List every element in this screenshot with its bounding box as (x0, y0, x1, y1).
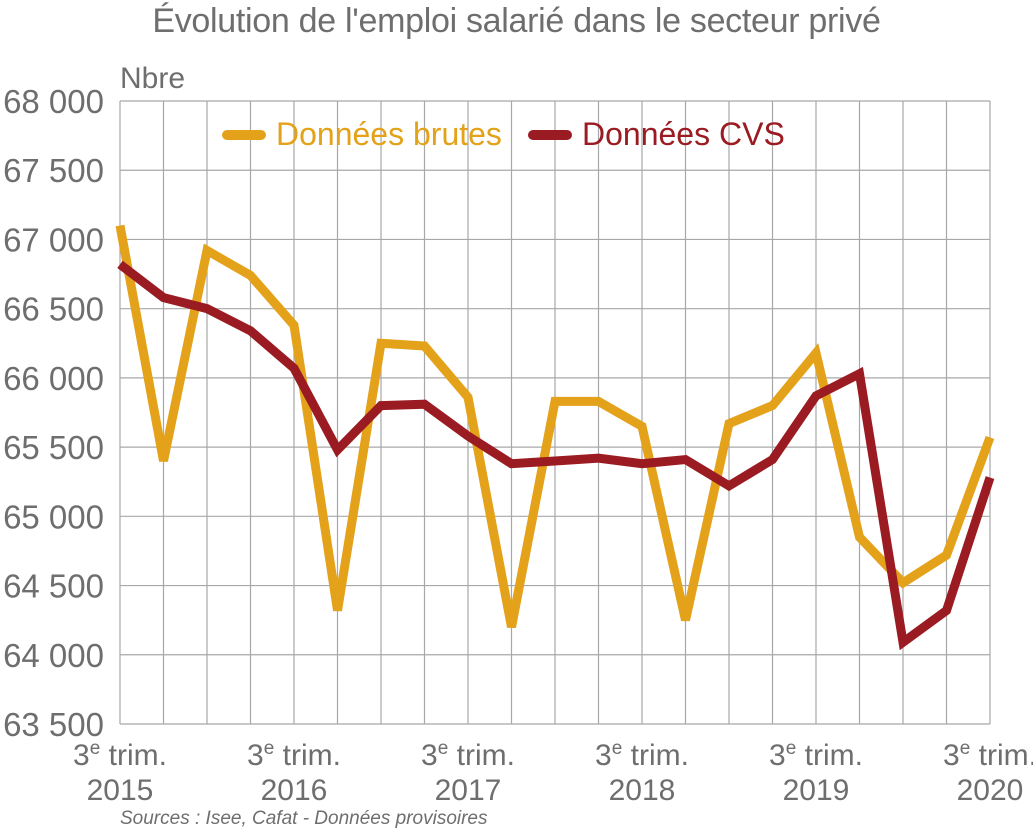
x-tick-label-quarter: 3e trim. (73, 738, 167, 772)
y-tick-label: 67 000 (3, 221, 104, 258)
legend-swatch-cvs (528, 129, 572, 140)
y-tick-label: 66 500 (3, 291, 104, 328)
y-tick-label: 64 000 (3, 637, 104, 674)
x-tick-label-quarter: 3e trim. (421, 738, 515, 772)
x-tick-label-year: 2019 (783, 774, 850, 807)
y-tick-label: 65 500 (3, 429, 104, 466)
legend-label-brutes: Données brutes (276, 116, 502, 152)
x-tick-label-year: 2015 (87, 774, 154, 807)
x-tick-label-year: 2020 (957, 774, 1024, 807)
x-tick-label-year: 2016 (261, 774, 328, 807)
chart-title: Évolution de l'emploi salarié dans le se… (152, 2, 881, 40)
x-tick-label-quarter: 3e trim. (943, 738, 1033, 772)
legend-item-donnees-cvs: Données CVS (528, 116, 785, 153)
y-tick-label: 66 000 (3, 360, 104, 397)
legend-label-cvs: Données CVS (582, 116, 785, 152)
y-tick-label: 68 000 (3, 83, 104, 120)
y-tick-label: 67 500 (3, 152, 104, 189)
y-tick-label: 63 500 (3, 706, 104, 743)
x-tick-label-year: 2017 (435, 774, 502, 807)
x-tick-label-quarter: 3e trim. (595, 738, 689, 772)
x-tick-label-quarter: 3e trim. (769, 738, 863, 772)
source-note: Sources : Isee, Cafat - Données provisoi… (120, 808, 488, 829)
y-axis-unit-label: Nbre (120, 62, 186, 95)
y-tick-label: 64 500 (3, 568, 104, 605)
x-tick-label-quarter: 3e trim. (247, 738, 341, 772)
legend-swatch-brutes (222, 129, 266, 140)
legend-item-donnees-brutes: Données brutes (222, 116, 502, 153)
y-tick-label: 65 000 (3, 498, 104, 535)
x-tick-label-year: 2018 (609, 774, 676, 807)
